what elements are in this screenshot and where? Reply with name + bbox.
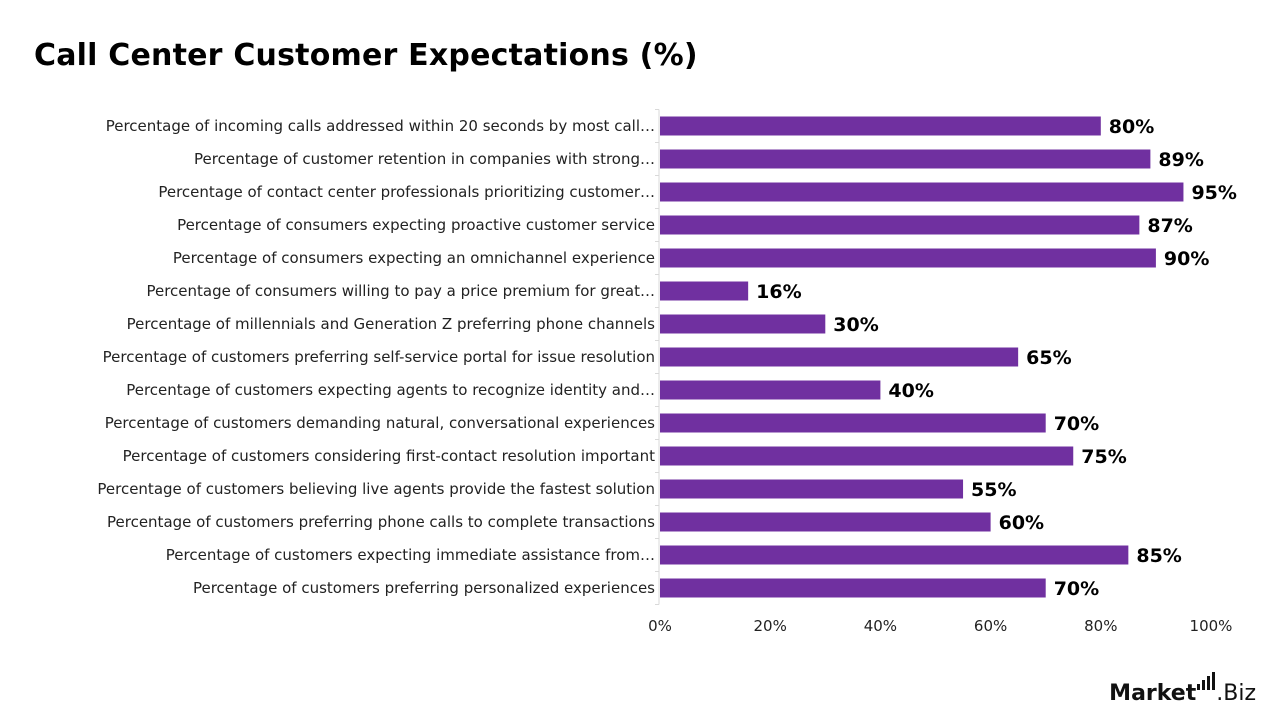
brand-name-bold: Market <box>1109 681 1197 706</box>
bars-layer: Percentage of incoming calls addressed w… <box>97 116 1237 600</box>
value-label: 70% <box>1054 578 1099 600</box>
value-label: 30% <box>833 314 878 336</box>
bar <box>660 149 1151 169</box>
category-label: Percentage of customer retention in comp… <box>194 150 655 168</box>
category-label: Percentage of consumers expecting proact… <box>177 216 655 234</box>
brand-name-light: .Biz <box>1216 681 1256 706</box>
x-axis: 0% 20% 40% 60% 80% 100% <box>648 109 1233 635</box>
x-tick-label: 40% <box>864 617 897 635</box>
x-tick-label: 20% <box>754 617 787 635</box>
category-label: Percentage of customers preferring phone… <box>107 513 655 531</box>
category-label: Percentage of customers preferring perso… <box>193 579 655 597</box>
value-label: 16% <box>756 281 801 303</box>
value-label: 60% <box>999 512 1044 534</box>
category-label: Percentage of customers believing live a… <box>97 480 655 498</box>
value-label: 95% <box>1191 182 1236 204</box>
bar <box>660 182 1184 202</box>
x-tick-label: 80% <box>1084 617 1117 635</box>
category-label: Percentage of consumers willing to pay a… <box>146 282 655 300</box>
category-label: Percentage of customers demanding natura… <box>105 414 655 432</box>
value-label: 90% <box>1164 248 1209 270</box>
value-label: 87% <box>1147 215 1192 237</box>
bar <box>660 116 1101 136</box>
bar-chart-icon <box>1197 672 1216 690</box>
category-label: Percentage of contact center professiona… <box>158 183 655 201</box>
x-tick-label: 100% <box>1190 617 1233 635</box>
value-label: 70% <box>1054 413 1099 435</box>
category-label: Percentage of customers expecting agents… <box>126 381 655 399</box>
bar <box>660 380 881 400</box>
bar <box>660 215 1140 235</box>
value-label: 89% <box>1158 149 1203 171</box>
value-label: 80% <box>1109 116 1154 138</box>
value-label: 40% <box>888 380 933 402</box>
bar <box>660 347 1019 367</box>
x-tick-label: 0% <box>648 617 672 635</box>
bar <box>660 479 964 499</box>
bar <box>660 248 1156 268</box>
chart-title: Call Center Customer Expectations (%) <box>34 38 698 73</box>
x-tick-label: 60% <box>974 617 1007 635</box>
bar <box>660 413 1046 433</box>
bar <box>660 512 991 532</box>
value-label: 85% <box>1136 545 1181 567</box>
category-label: Percentage of millennials and Generation… <box>127 315 656 333</box>
bar <box>660 314 826 334</box>
category-label: Percentage of customers considering firs… <box>123 447 655 465</box>
category-label: Percentage of customers preferring self-… <box>103 348 655 366</box>
value-label: 65% <box>1026 347 1071 369</box>
category-label: Percentage of incoming calls addressed w… <box>106 117 655 135</box>
bar <box>660 281 749 301</box>
brand-logo: Market .Biz <box>1109 672 1256 706</box>
bar <box>660 446 1074 466</box>
category-label: Percentage of customers expecting immedi… <box>166 546 655 564</box>
value-label: 75% <box>1081 446 1126 468</box>
value-label: 55% <box>971 479 1016 501</box>
bar <box>660 578 1046 598</box>
category-label: Percentage of consumers expecting an omn… <box>173 249 655 267</box>
bar <box>660 545 1129 565</box>
